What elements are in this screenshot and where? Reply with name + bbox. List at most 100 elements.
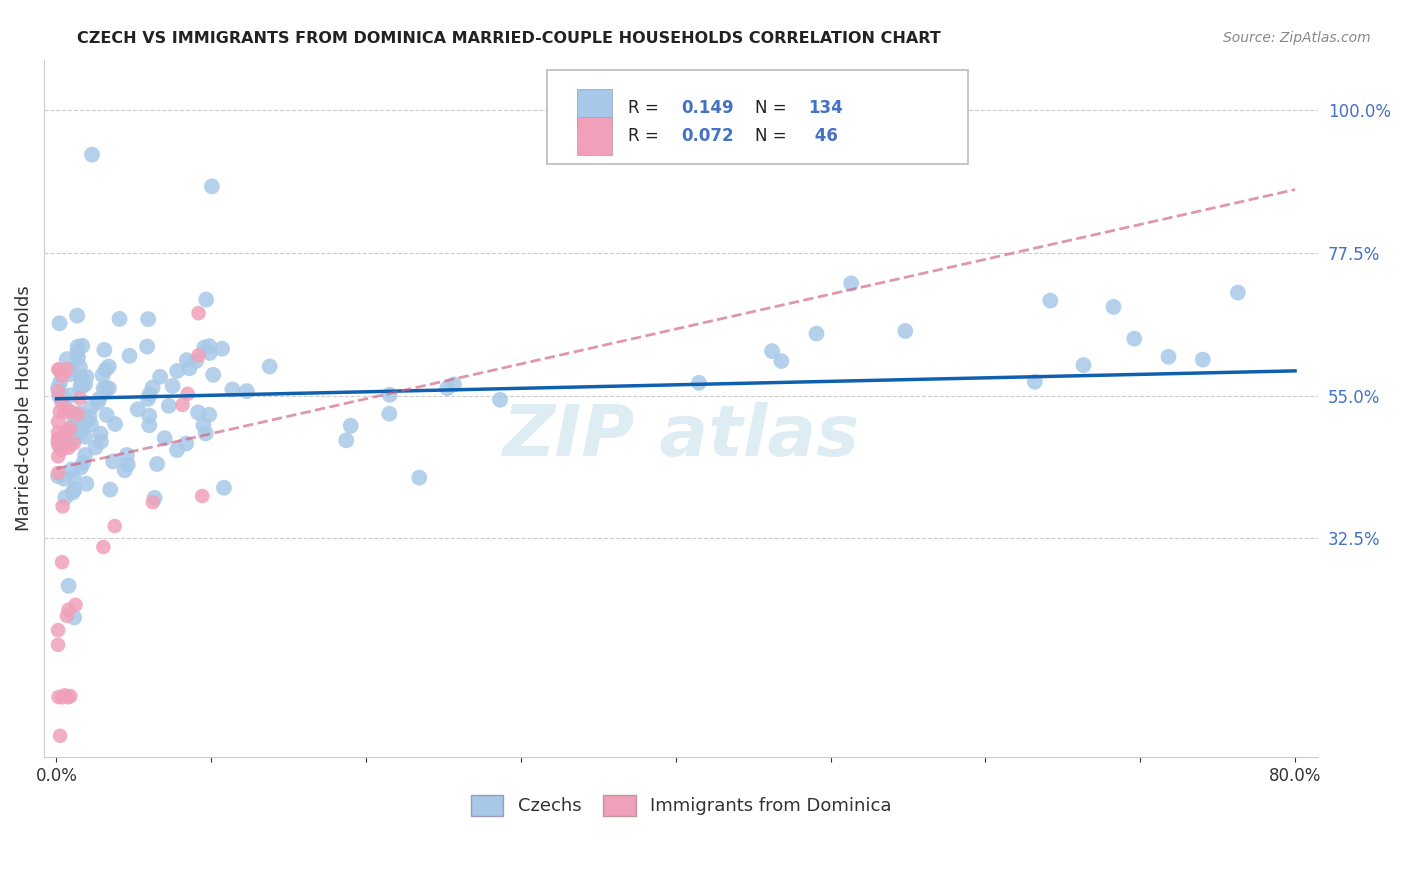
- Point: [96, 408, 118, 422]
- Point: [79, 409, 101, 424]
- Point: [58, 602, 80, 616]
- Point: [70, 460, 93, 475]
- Point: [115, 448, 138, 462]
- Point: [51, 368, 73, 383]
- Point: [221, 383, 243, 397]
- Text: 134: 134: [808, 99, 844, 118]
- Point: [51, 392, 73, 407]
- Point: [688, 376, 710, 390]
- Point: [69, 359, 91, 374]
- Point: [93, 343, 115, 357]
- Point: [114, 463, 136, 477]
- Point: [201, 179, 224, 194]
- Point: [53, 428, 76, 442]
- Point: [339, 418, 361, 433]
- Point: [1123, 332, 1146, 346]
- Point: [93, 382, 115, 396]
- Point: [211, 342, 233, 356]
- Point: [67, 410, 90, 425]
- Point: [59, 367, 82, 381]
- Point: [91, 368, 114, 383]
- Point: [46, 381, 69, 395]
- Point: [489, 392, 512, 407]
- FancyBboxPatch shape: [576, 89, 613, 128]
- Point: [60, 462, 83, 476]
- Point: [138, 409, 160, 423]
- Point: [96, 381, 118, 395]
- Point: [142, 380, 165, 394]
- Point: [46, 415, 69, 429]
- Point: [63, 431, 86, 445]
- Point: [80, 401, 103, 415]
- Point: [198, 339, 221, 353]
- Point: [176, 387, 198, 401]
- Point: [193, 418, 215, 433]
- Point: [55, 401, 77, 416]
- Point: [187, 405, 209, 419]
- Point: [202, 368, 225, 382]
- Point: [153, 431, 176, 445]
- Point: [63, 416, 86, 430]
- Point: [198, 408, 221, 422]
- Point: [443, 377, 465, 392]
- Point: [62, 470, 84, 484]
- Point: [194, 426, 217, 441]
- Point: [136, 312, 159, 326]
- Point: [52, 500, 75, 514]
- Point: [104, 519, 127, 533]
- Point: [127, 402, 149, 417]
- Point: [93, 540, 115, 554]
- Point: [146, 457, 169, 471]
- Point: [75, 377, 97, 392]
- Text: 0.149: 0.149: [681, 99, 734, 118]
- Point: [48, 389, 70, 403]
- Point: [839, 277, 862, 291]
- Point: [174, 436, 197, 450]
- Point: [49, 729, 72, 743]
- Point: [70, 370, 93, 384]
- Point: [53, 688, 76, 702]
- Point: [49, 376, 72, 390]
- Point: [60, 422, 83, 436]
- Point: [118, 349, 141, 363]
- Point: [101, 454, 124, 468]
- Point: [212, 481, 235, 495]
- Point: [53, 472, 76, 486]
- Point: [46, 432, 69, 446]
- Point: [1191, 352, 1213, 367]
- Point: [46, 362, 69, 376]
- Point: [761, 344, 783, 359]
- Point: [56, 608, 79, 623]
- Point: [59, 420, 82, 434]
- Point: [63, 483, 86, 497]
- Point: [46, 469, 69, 483]
- Point: [89, 392, 111, 406]
- Point: [51, 443, 73, 458]
- Point: [142, 495, 165, 509]
- Text: CZECH VS IMMIGRANTS FROM DOMINICA MARRIED-COUPLE HOUSEHOLDS CORRELATION CHART: CZECH VS IMMIGRANTS FROM DOMINICA MARRIE…: [77, 31, 941, 46]
- Point: [770, 354, 793, 368]
- Point: [1226, 285, 1249, 300]
- Point: [1073, 358, 1095, 372]
- Point: [1039, 293, 1062, 308]
- Point: [63, 610, 86, 624]
- Point: [51, 366, 73, 380]
- Point: [59, 689, 82, 703]
- Point: [66, 309, 89, 323]
- Point: [48, 690, 70, 704]
- Point: [46, 434, 69, 449]
- Text: N =: N =: [755, 128, 792, 145]
- FancyBboxPatch shape: [547, 70, 967, 164]
- Point: [378, 388, 401, 402]
- Point: [53, 406, 76, 420]
- Point: [76, 414, 98, 428]
- Point: [59, 388, 82, 402]
- Point: [58, 579, 80, 593]
- Point: [72, 417, 94, 432]
- Point: [72, 455, 94, 469]
- Text: R =: R =: [627, 99, 664, 118]
- Point: [108, 312, 131, 326]
- Point: [259, 359, 281, 374]
- Point: [1157, 350, 1180, 364]
- Point: [48, 316, 70, 330]
